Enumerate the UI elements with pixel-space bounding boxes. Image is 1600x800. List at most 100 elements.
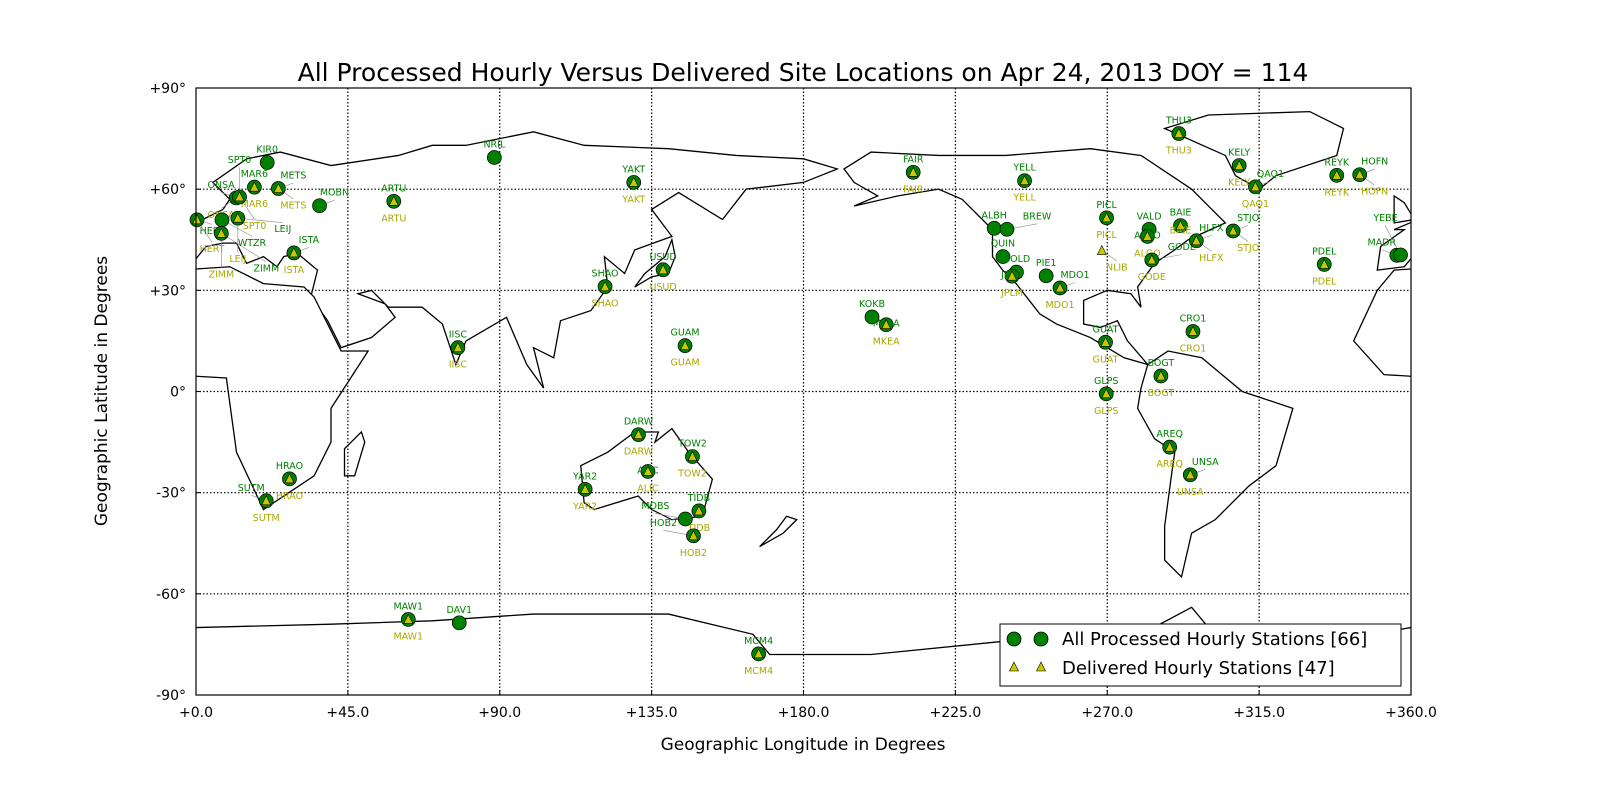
delivered-marker [1187, 325, 1198, 336]
delivered-label: GLPS [1094, 406, 1118, 417]
station-dav1: DAV1 [446, 605, 472, 631]
axis-ticks: +0.0 +45.0 +90.0 +135.0 +180.0 +225.0 +270.0 +3… [149, 81, 1436, 721]
delivered-label: METS [280, 200, 306, 211]
station-artu: ARTU ARTU [381, 183, 406, 224]
station-baie: BAIE BAIE [1170, 208, 1192, 237]
processed-label: LEIJ [274, 224, 291, 235]
processed-label: BAIE [1170, 208, 1192, 219]
delivered-marker [687, 450, 698, 461]
processed-label: SUTM [238, 483, 265, 494]
processed-label: IISC [449, 330, 468, 341]
processed-label: HERT [200, 226, 225, 237]
x-tick-label: +90.0 [478, 705, 521, 721]
coastline-nz [759, 515, 798, 548]
delivered-marker [908, 166, 919, 177]
station-alic: ALICALIC [637, 464, 659, 494]
gridlines [196, 88, 1411, 695]
delivered-marker [388, 195, 399, 206]
legend-triangle-icon [1009, 661, 1019, 672]
y-tick-label: -90° [156, 688, 186, 704]
coastline-africa [1352, 268, 1411, 377]
y-tick-label: -30° [156, 486, 186, 502]
processed-marker [451, 615, 467, 631]
y-tick-label: 0° [170, 385, 186, 401]
legend-circle-icon [1033, 631, 1049, 647]
processed-marker [1393, 247, 1408, 263]
station-mcm4: MCM4 MCM4 [744, 636, 773, 677]
y-tick-label: +60° [149, 182, 186, 198]
delivered-label: CRO1 [1180, 343, 1207, 354]
delivered-marker [1101, 212, 1112, 223]
station-areq: AREQ AREQ [1156, 429, 1183, 470]
processed-marker [986, 220, 1002, 236]
delivered-label: GUAM [671, 358, 700, 369]
station-sutm: SUTM SUTM [238, 483, 280, 524]
coastline-britain [1393, 194, 1411, 224]
station-mobn: MOBN [312, 188, 349, 214]
delivered-label: BAIE [1170, 226, 1192, 237]
station-kir0: KIR0 [256, 145, 278, 170]
delivered-label: HOB2 [680, 548, 707, 559]
processed-label: WTZR [238, 238, 267, 249]
processed-label: USUD [649, 252, 676, 263]
delivered-label: NLIB [1106, 263, 1128, 274]
delivered-label: ALGO [1134, 248, 1161, 259]
y-tick-label: -60° [156, 587, 186, 603]
delivered-label: THU3 [1165, 146, 1192, 157]
processed-label: SHAO [592, 269, 619, 280]
coastline-eurasia [196, 131, 840, 389]
processed-label: METS [280, 170, 306, 181]
station-mkea: MKEAMKEA [873, 317, 900, 348]
coastline-africa [196, 266, 370, 511]
processed-label: KIR0 [256, 145, 278, 156]
processed-marker [995, 249, 1011, 264]
station-cro1: CRO1 CRO1 [1180, 313, 1207, 354]
delivered-marker [1007, 270, 1018, 281]
station-hert: HERT HERT [189, 212, 225, 255]
delivered-marker [1234, 159, 1245, 170]
delivered-marker [1228, 225, 1239, 236]
delivered-marker [1146, 254, 1157, 265]
delivered-marker [693, 505, 704, 516]
processed-label: STJO [1237, 213, 1259, 224]
delivered-marker [232, 212, 243, 223]
station-ista: ISTA ISTA [284, 235, 320, 276]
station-yar2: YAR2 YAR2 [572, 471, 597, 512]
delivered-label: GUAT [1093, 354, 1119, 365]
delivered-marker [580, 483, 591, 494]
processed-label: YELL [1012, 163, 1036, 174]
delivered-label: IISC [449, 360, 468, 371]
y-tick-label: +90° [149, 81, 186, 97]
delivered-label: PDEL [1312, 276, 1337, 287]
processed-label: KELY [1228, 148, 1250, 159]
delivered-label: BOGT [1148, 388, 1175, 399]
processed-label: HOFN [1361, 157, 1388, 168]
processed-label: MAR6 [241, 169, 268, 180]
legend: All Processed Hourly Stations [66] Deliv… [999, 623, 1402, 687]
processed-label: ALBH [981, 210, 1006, 221]
delivered-marker [753, 648, 764, 659]
station-guam: GUAM GUAM [671, 328, 700, 369]
delivered-marker [881, 319, 892, 330]
delivered-marker [1354, 168, 1365, 179]
station-usud: USUD USUD [649, 252, 676, 293]
station-mets: METS METS [271, 170, 306, 211]
delivered-marker [1100, 336, 1111, 347]
delivered-label: STJO [1237, 243, 1259, 254]
processed-label: DARW [624, 417, 654, 428]
delivered-label: MKEA [873, 337, 900, 348]
station-hofn: HOFN HOFN [1352, 157, 1388, 198]
processed-label: CRO1 [1180, 313, 1207, 324]
delivered-label: AREQ [1156, 459, 1183, 470]
processed-label: YEBE [1372, 213, 1397, 224]
delivered-label: SHAO [592, 299, 619, 310]
processed-marker [487, 150, 502, 165]
y-tick-label: +30° [149, 283, 186, 299]
x-tick-label: +225.0 [929, 705, 981, 721]
station-fair: FAIR FAIR [903, 154, 924, 195]
delivered-marker [600, 280, 611, 291]
processed-label: BOGT [1148, 358, 1175, 369]
delivered-label: ARTU [381, 213, 406, 224]
station-yell: YELL YELL [1012, 163, 1036, 204]
station-zimm: ZIMM ZIMM [208, 225, 279, 280]
